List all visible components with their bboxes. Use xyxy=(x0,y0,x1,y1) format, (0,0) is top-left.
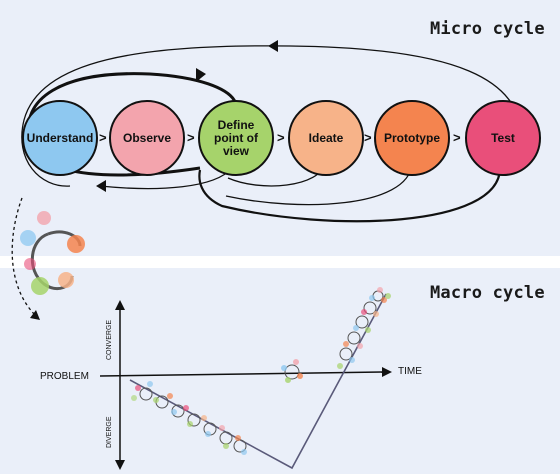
horizontal-axis-head xyxy=(382,367,392,377)
diverge-dots xyxy=(131,381,247,455)
stage-prototype: Prototype xyxy=(374,100,450,176)
vertical-axis-top-head xyxy=(115,300,125,310)
outer-loop-arrowhead xyxy=(268,40,278,52)
chevron-4: > xyxy=(364,130,372,145)
return-arrow-observe-head xyxy=(96,180,106,192)
stage-ideate-label: Ideate xyxy=(305,132,348,145)
thick-loop-arrowhead xyxy=(196,68,206,82)
converge-mini-loops xyxy=(340,291,383,360)
stage-observe: Observe xyxy=(109,100,185,176)
stage-define-point-of-view: Define point of view xyxy=(198,100,274,176)
time-label: TIME xyxy=(398,366,422,377)
mini-cycle-icon xyxy=(20,211,85,295)
stage-observe-label: Observe xyxy=(119,132,175,145)
chevron-3: > xyxy=(277,130,285,145)
return-arrow-test xyxy=(199,168,500,221)
stage-test-label: Test xyxy=(487,132,519,145)
chevron-5: > xyxy=(453,130,461,145)
dashed-connector-head xyxy=(30,310,40,320)
vertical-axis-bottom-head xyxy=(115,460,125,470)
problem-label: PROBLEM xyxy=(40,371,89,382)
stage-understand-label: Understand xyxy=(23,132,98,145)
stage-test: Test xyxy=(465,100,541,176)
stage-ideate: Ideate xyxy=(288,100,364,176)
diverge-converge-curve xyxy=(130,294,386,468)
stage-understand: Understand xyxy=(22,100,98,176)
converge-label: CONVERGE xyxy=(106,320,113,360)
chevron-2: > xyxy=(187,130,195,145)
time-axis-mini-loop xyxy=(281,359,303,383)
chevron-1: > xyxy=(99,130,107,145)
stage-prototype-label: Prototype xyxy=(380,132,444,145)
outer-feedback-loop xyxy=(22,46,522,186)
diverge-label: DIVERGE xyxy=(106,416,113,448)
stage-define-label: Define point of view xyxy=(200,119,272,158)
